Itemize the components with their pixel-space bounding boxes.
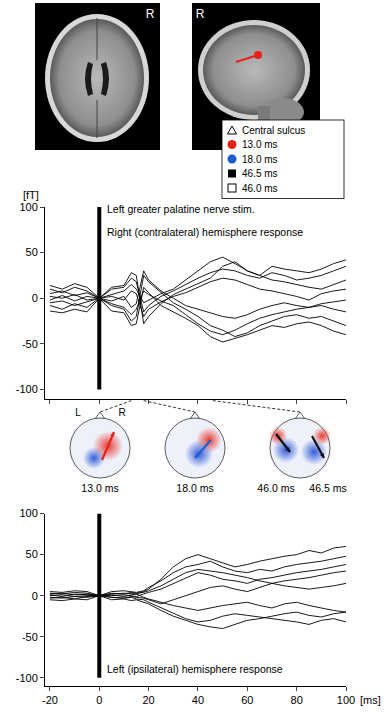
- svg-text:60: 60: [241, 694, 253, 706]
- svg-text:[ms]: [ms]: [360, 694, 381, 706]
- svg-text:50: 50: [26, 548, 38, 560]
- svg-text:Left greater palatine nerve st: Left greater palatine nerve stim.: [107, 203, 255, 215]
- svg-text:18.0 ms: 18.0 ms: [176, 482, 213, 494]
- svg-text:0: 0: [96, 694, 102, 706]
- svg-text:0: 0: [32, 292, 38, 304]
- svg-text:46.5 ms: 46.5 ms: [242, 168, 278, 179]
- svg-text:100: 100: [19, 507, 37, 519]
- svg-text:100: 100: [337, 694, 355, 706]
- svg-text:100: 100: [19, 201, 37, 213]
- svg-text:46.0 ms: 46.0 ms: [257, 482, 294, 494]
- svg-text:-50: -50: [22, 631, 38, 643]
- svg-text:Central sulcus: Central sulcus: [242, 125, 305, 136]
- svg-text:-100: -100: [16, 672, 38, 684]
- svg-text:R: R: [196, 7, 205, 21]
- svg-text:Right (contralateral) hemisphe: Right (contralateral) hemisphere respons…: [107, 226, 303, 238]
- svg-text:80: 80: [291, 694, 303, 706]
- svg-text:50: 50: [26, 246, 38, 258]
- svg-text:40: 40: [192, 694, 204, 706]
- svg-text:13.0 ms: 13.0 ms: [242, 139, 278, 150]
- svg-text:13.0 ms: 13.0 ms: [81, 482, 118, 494]
- svg-text:-100: -100: [16, 383, 38, 395]
- svg-text:R: R: [118, 407, 125, 418]
- svg-text:L: L: [75, 407, 81, 418]
- svg-text:0: 0: [32, 590, 38, 602]
- svg-text:20: 20: [142, 694, 154, 706]
- svg-text:18.0 ms: 18.0 ms: [242, 154, 278, 165]
- svg-text:[fT]: [fT]: [23, 189, 39, 201]
- svg-text:-50: -50: [22, 338, 38, 350]
- svg-text:R: R: [146, 7, 155, 21]
- svg-text:46.5 ms: 46.5 ms: [309, 482, 346, 494]
- svg-text:-20: -20: [42, 694, 58, 706]
- svg-text:46.0 ms: 46.0 ms: [242, 183, 278, 194]
- svg-text:Left (ipsilateral) hemisphere: Left (ipsilateral) hemisphere response: [107, 663, 283, 675]
